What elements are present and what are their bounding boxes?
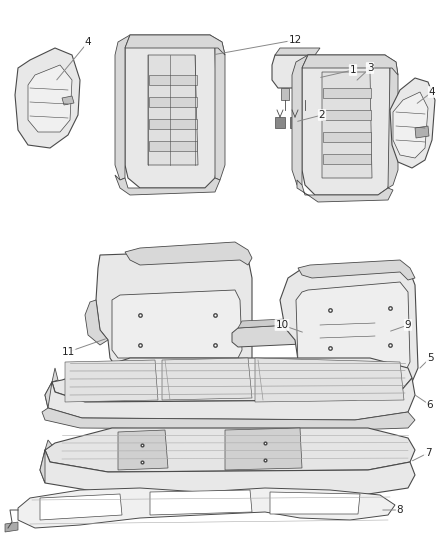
Text: 12: 12: [288, 35, 302, 45]
Polygon shape: [302, 55, 392, 195]
Polygon shape: [115, 35, 130, 180]
Polygon shape: [275, 48, 320, 55]
Text: 2: 2: [319, 110, 325, 120]
Polygon shape: [323, 88, 371, 98]
Polygon shape: [115, 175, 220, 195]
Text: 1: 1: [350, 65, 356, 75]
Polygon shape: [125, 242, 252, 265]
Polygon shape: [45, 378, 415, 420]
Polygon shape: [45, 428, 415, 472]
Polygon shape: [323, 132, 371, 142]
Polygon shape: [275, 117, 285, 128]
Polygon shape: [40, 440, 52, 483]
Polygon shape: [302, 318, 388, 345]
Text: 8: 8: [397, 505, 403, 515]
Polygon shape: [42, 408, 415, 430]
Polygon shape: [118, 430, 168, 470]
Polygon shape: [125, 35, 218, 188]
Polygon shape: [125, 35, 225, 55]
Polygon shape: [385, 55, 398, 188]
Polygon shape: [52, 358, 412, 402]
Polygon shape: [270, 492, 360, 514]
Text: 7: 7: [425, 448, 431, 458]
Polygon shape: [45, 368, 58, 408]
Polygon shape: [149, 97, 197, 107]
Polygon shape: [238, 318, 308, 328]
Polygon shape: [323, 154, 371, 164]
Polygon shape: [85, 300, 108, 345]
Polygon shape: [301, 88, 309, 100]
Polygon shape: [225, 428, 302, 470]
Polygon shape: [148, 55, 198, 165]
Text: 4: 4: [429, 87, 435, 97]
Polygon shape: [292, 55, 308, 185]
Polygon shape: [281, 88, 289, 100]
Polygon shape: [96, 250, 252, 382]
Polygon shape: [296, 282, 410, 375]
Polygon shape: [232, 324, 308, 347]
Text: 10: 10: [276, 320, 289, 330]
Text: 6: 6: [427, 400, 433, 410]
Polygon shape: [310, 312, 382, 322]
Polygon shape: [323, 110, 371, 120]
Polygon shape: [297, 180, 393, 202]
Polygon shape: [255, 358, 404, 402]
Text: 3: 3: [367, 63, 373, 73]
Polygon shape: [149, 141, 197, 151]
Polygon shape: [40, 450, 415, 495]
Polygon shape: [40, 494, 122, 520]
Text: 5: 5: [427, 353, 433, 363]
Polygon shape: [149, 75, 197, 85]
Text: 11: 11: [61, 347, 74, 357]
Polygon shape: [335, 382, 375, 400]
Polygon shape: [272, 55, 318, 88]
Polygon shape: [415, 126, 429, 138]
Text: 4: 4: [85, 37, 91, 47]
Polygon shape: [298, 260, 415, 280]
Polygon shape: [62, 96, 74, 105]
Polygon shape: [5, 522, 18, 532]
Text: 9: 9: [405, 320, 411, 330]
Polygon shape: [393, 92, 428, 158]
Polygon shape: [149, 119, 197, 129]
Polygon shape: [18, 488, 395, 528]
Polygon shape: [290, 117, 300, 128]
Polygon shape: [65, 360, 158, 402]
Polygon shape: [28, 65, 72, 132]
Polygon shape: [390, 78, 435, 168]
Polygon shape: [150, 490, 252, 515]
Polygon shape: [302, 55, 398, 75]
Polygon shape: [15, 48, 80, 148]
Polygon shape: [280, 265, 418, 392]
Polygon shape: [210, 35, 225, 180]
Polygon shape: [322, 72, 372, 178]
Polygon shape: [112, 290, 242, 358]
Polygon shape: [162, 358, 252, 400]
